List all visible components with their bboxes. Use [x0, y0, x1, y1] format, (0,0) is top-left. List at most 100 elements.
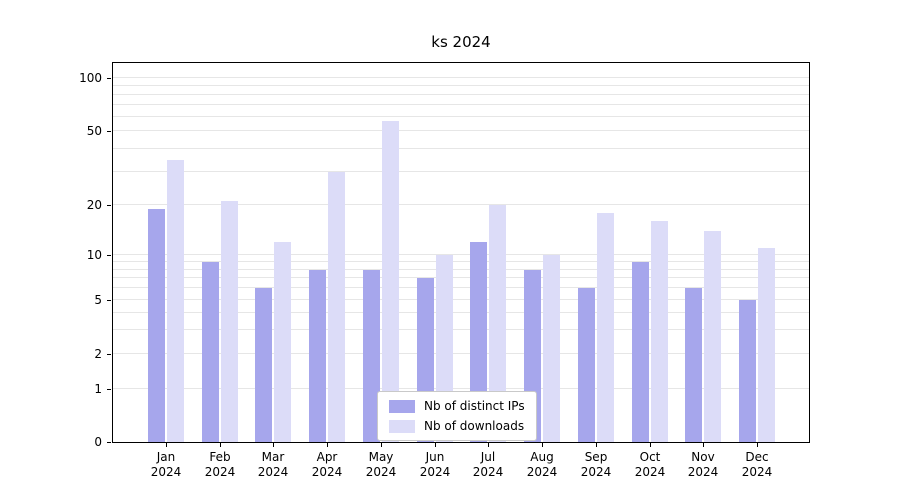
bar-distinct-ips-dec [739, 300, 756, 442]
y-tick-label: 2 [94, 347, 102, 361]
bar-downloads-feb [221, 201, 238, 442]
x-tick-label-jan: Jan 2024 [136, 450, 196, 480]
legend-label: Nb of distinct IPs [424, 399, 525, 413]
x-tick-label-aug: Aug 2024 [512, 450, 572, 480]
year-label: 2024 [150, 465, 182, 479]
x-tick-mark [542, 443, 543, 447]
y-tick-mark [107, 78, 111, 79]
gridline [113, 171, 809, 172]
y-tick-mark [107, 354, 111, 355]
month-label: Jul [480, 450, 496, 464]
month-label: Sep [584, 450, 608, 464]
y-tick-mark [107, 255, 111, 256]
x-tick-mark [166, 443, 167, 447]
month-label: Jun [425, 450, 445, 464]
gridline [113, 148, 809, 149]
x-tick-label-oct: Oct 2024 [620, 450, 680, 480]
y-tick-label: 100 [79, 71, 102, 85]
x-tick-mark [435, 443, 436, 447]
y-tick-label: 10 [86, 248, 102, 262]
bar-distinct-ips-nov [685, 288, 702, 442]
x-tick-mark [757, 443, 758, 447]
y-tick-mark [107, 389, 111, 390]
y-tick-label: 20 [86, 198, 102, 212]
y-tick-label: 50 [86, 124, 102, 138]
x-tick-mark [650, 443, 651, 447]
y-tick-mark [107, 205, 111, 206]
x-tick-label-feb: Feb 2024 [190, 450, 250, 480]
month-label: Feb [209, 450, 231, 464]
year-label: 2024 [419, 465, 451, 479]
year-label: 2024 [311, 465, 343, 479]
bar-downloads-may [382, 121, 399, 442]
gridline [113, 329, 809, 330]
month-label: Apr [316, 450, 338, 464]
chart-title: ks 2024 [431, 33, 491, 51]
gridline [113, 388, 809, 389]
month-label: Nov [691, 450, 715, 464]
gridline [113, 299, 809, 300]
month-label: Aug [530, 450, 554, 464]
month-label: Dec [745, 450, 769, 464]
legend-swatch [389, 399, 415, 413]
y-tick-label: 5 [94, 293, 102, 307]
x-tick-mark [381, 443, 382, 447]
bar-distinct-ips-may [363, 270, 380, 442]
x-tick-label-may: May 2024 [351, 450, 411, 480]
bar-downloads-dec [758, 248, 775, 442]
x-tick-mark [703, 443, 704, 447]
x-tick-mark [488, 443, 489, 447]
year-label: 2024 [365, 465, 397, 479]
x-tick-mark [327, 443, 328, 447]
bar-downloads-aug [543, 255, 560, 442]
bar-distinct-ips-jan [148, 209, 165, 442]
y-tick-mark [107, 300, 111, 301]
gridline [113, 77, 809, 78]
gridline [113, 94, 809, 95]
legend-label: Nb of downloads [424, 419, 525, 433]
gridline [113, 287, 809, 288]
x-tick-mark [596, 443, 597, 447]
bar-downloads-apr [328, 172, 345, 442]
year-label: 2024 [741, 465, 773, 479]
bar-distinct-ips-oct [632, 262, 649, 442]
gridline [113, 204, 809, 205]
year-label: 2024 [687, 465, 719, 479]
bar-distinct-ips-feb [202, 262, 219, 442]
bar-downloads-jan [167, 160, 184, 442]
x-tick-mark [273, 443, 274, 447]
gridline [113, 104, 809, 105]
bar-downloads-oct [651, 221, 668, 442]
gridline [113, 353, 809, 354]
x-tick-label-nov: Nov 2024 [673, 450, 733, 480]
x-tick-label-sep: Sep 2024 [566, 450, 626, 480]
year-label: 2024 [580, 465, 612, 479]
gridline [113, 254, 809, 255]
x-tick-label-mar: Mar 2024 [243, 450, 303, 480]
bar-downloads-jul [489, 205, 506, 442]
year-label: 2024 [472, 465, 504, 479]
gridline [113, 130, 809, 131]
year-label: 2024 [526, 465, 558, 479]
bar-downloads-nov [704, 231, 721, 442]
bar-distinct-ips-apr [309, 270, 326, 442]
legend-swatch [389, 419, 415, 433]
month-label: Oct [639, 450, 661, 464]
bar-distinct-ips-sep [578, 288, 595, 442]
bar-distinct-ips-mar [255, 288, 272, 442]
gridline [113, 116, 809, 117]
y-tick-mark [107, 442, 111, 443]
gridline [113, 85, 809, 86]
bar-downloads-mar [274, 242, 291, 442]
x-tick-label-apr: Apr 2024 [297, 450, 357, 480]
legend-item-downloads: Nb of downloads [389, 419, 525, 433]
y-tick-mark [107, 131, 111, 132]
bar-downloads-sep [597, 213, 614, 442]
plot-area [112, 62, 810, 443]
year-label: 2024 [257, 465, 289, 479]
month-label: Mar [261, 450, 285, 464]
gridline [113, 269, 809, 270]
legend: Nb of distinct IPs Nb of downloads [377, 391, 537, 441]
year-label: 2024 [634, 465, 666, 479]
